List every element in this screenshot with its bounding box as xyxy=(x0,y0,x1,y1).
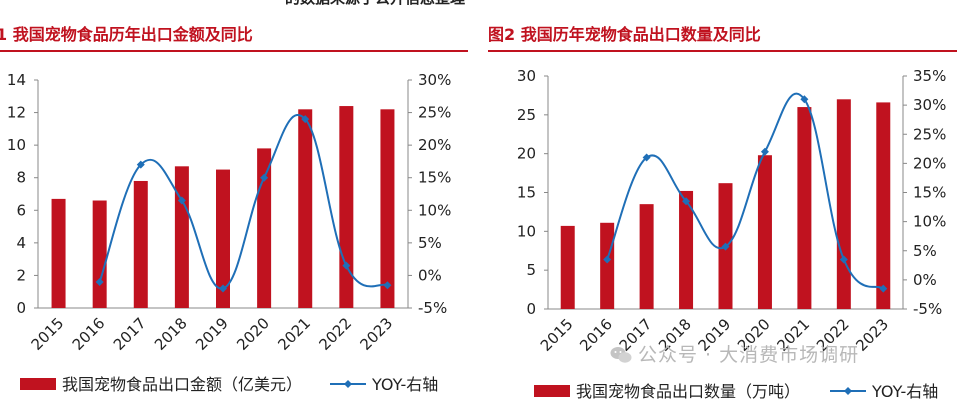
yoy-point xyxy=(642,153,651,162)
bar-2018 xyxy=(174,166,189,308)
yoy-point xyxy=(342,261,351,270)
yoy-point xyxy=(383,281,392,290)
bar-2017 xyxy=(639,204,654,309)
left-tick-label: 6 xyxy=(16,201,26,219)
right-tick-label: 5% xyxy=(913,242,937,260)
left-tick-label: 15 xyxy=(517,184,536,202)
x-tick-label: 2022 xyxy=(315,314,355,354)
left-tick-label: 14 xyxy=(7,71,26,89)
header-fragment: 的数据来源于公开信息整理 xyxy=(285,0,465,8)
left-tick-label: 2 xyxy=(16,266,26,284)
x-tick-label: 2018 xyxy=(151,314,191,354)
left-tick-label: 20 xyxy=(517,145,536,163)
yoy-point xyxy=(177,196,186,205)
yoy-point xyxy=(301,115,310,124)
left-tick-label: 0 xyxy=(16,299,26,317)
chart-export-volume: 0 5 10 15 20 25 30 -5% 0% 5% 10% 15% 20% 25% 30% 35% 201… xyxy=(517,67,946,401)
legend-label-bar: 我国宠物食品出口金额（亿美元） xyxy=(62,375,302,394)
x-tick-label: 2016 xyxy=(69,314,109,354)
yoy-point xyxy=(219,284,227,293)
bar-2017 xyxy=(133,180,148,308)
yoy-line xyxy=(606,92,884,290)
right-tick-label: 20% xyxy=(418,136,451,154)
yoy-point xyxy=(760,147,769,156)
right-tick-label: 15% xyxy=(418,169,451,187)
yoy-point xyxy=(879,284,888,293)
right-tick-label: 0% xyxy=(418,266,442,284)
yoy-point xyxy=(136,160,145,169)
bar-2023 xyxy=(380,109,395,308)
x-tick-label: 2019 xyxy=(192,314,232,354)
bar-2022 xyxy=(339,106,354,308)
bar-2018 xyxy=(679,190,694,309)
right-tick-label: 5% xyxy=(418,234,442,252)
right-tick-label: 30% xyxy=(913,96,946,114)
bar-2016 xyxy=(600,222,615,309)
bar-2015 xyxy=(51,198,66,308)
bar-2023 xyxy=(876,102,891,309)
x-tick-label: 2020 xyxy=(233,314,273,354)
x-tick-label: 2023 xyxy=(357,314,397,354)
right-tick-label: 35% xyxy=(913,67,946,85)
left-tick-label: 12 xyxy=(7,104,26,122)
right-tick-label: 25% xyxy=(418,104,451,122)
cropped-header-text: 的数据来源于公开信息整理 xyxy=(0,0,957,8)
left-tick-label: 4 xyxy=(16,234,26,252)
watermark: 公众号 · 大消费市场调研 xyxy=(610,340,859,370)
title-rule xyxy=(488,50,957,52)
left-tick-label: 5 xyxy=(526,261,536,279)
x-tick-label: 2017 xyxy=(110,314,150,354)
bar-2019 xyxy=(216,169,230,308)
legend-marker-line xyxy=(844,387,852,395)
chart-title: 图2 我国历年宠物食品出口数量及同比 xyxy=(488,25,761,44)
bar-2021 xyxy=(298,109,313,308)
yoy-point xyxy=(839,255,848,264)
yoy-point xyxy=(603,255,612,264)
right-tick-label: 20% xyxy=(913,154,946,172)
legend-label-line: YOY-右轴 xyxy=(871,382,938,401)
right-tick-label: 10% xyxy=(913,213,946,231)
yoy-point xyxy=(721,242,730,251)
bar-2021 xyxy=(797,107,812,309)
x-tick-label: 2015 xyxy=(537,315,577,355)
legend-label-bar: 我国宠物食品出口数量（万吨） xyxy=(576,382,800,401)
legend-swatch-bar xyxy=(20,378,56,390)
yoy-point xyxy=(95,277,104,286)
right-tick-label: 0% xyxy=(913,271,937,289)
right-tick-label: -5% xyxy=(418,299,447,317)
bar-2015 xyxy=(560,225,575,309)
right-tick-label: 30% xyxy=(418,71,451,89)
left-tick-label: 0 xyxy=(526,300,536,318)
chart-panel-export-value: 1 我国宠物食品历年出口金额及同比 0 2 4 6 8 10 12 14 -5% 0% 5% 10% 1… xyxy=(0,22,470,408)
legend-swatch-bar xyxy=(534,385,570,397)
chart-title: 1 我国宠物食品历年出口金额及同比 xyxy=(0,25,253,44)
x-tick-label: 2021 xyxy=(274,314,314,354)
wechat-icon xyxy=(610,347,632,363)
left-tick-label: 8 xyxy=(16,169,26,187)
yoy-point xyxy=(260,173,269,182)
bar-2020 xyxy=(257,148,272,308)
legend-marker-line xyxy=(344,380,352,388)
left-tick-label: 10 xyxy=(517,222,536,240)
right-tick-label: 15% xyxy=(913,184,946,202)
left-tick-label: 30 xyxy=(517,67,536,85)
yoy-point xyxy=(800,95,809,104)
bar-2016 xyxy=(92,200,107,308)
left-tick-label: 25 xyxy=(517,106,536,124)
legend-label-line: YOY-右轴 xyxy=(371,375,438,394)
right-tick-label: -5% xyxy=(913,300,942,318)
title-rule xyxy=(0,50,468,52)
right-tick-label: 10% xyxy=(418,201,451,219)
chart-panel-export-volume: 图2 我国历年宠物食品出口数量及同比 0 5 10 15 20 25 30 -5% 0% 5% 10… xyxy=(488,22,957,408)
left-tick-label: 10 xyxy=(7,136,26,154)
bar-2022 xyxy=(836,99,851,309)
x-tick-label: 2015 xyxy=(28,314,68,354)
bar-2020 xyxy=(757,155,772,309)
yoy-point xyxy=(682,197,691,206)
watermark-text: 公众号 · 大消费市场调研 xyxy=(638,344,860,366)
right-tick-label: 25% xyxy=(913,125,946,143)
